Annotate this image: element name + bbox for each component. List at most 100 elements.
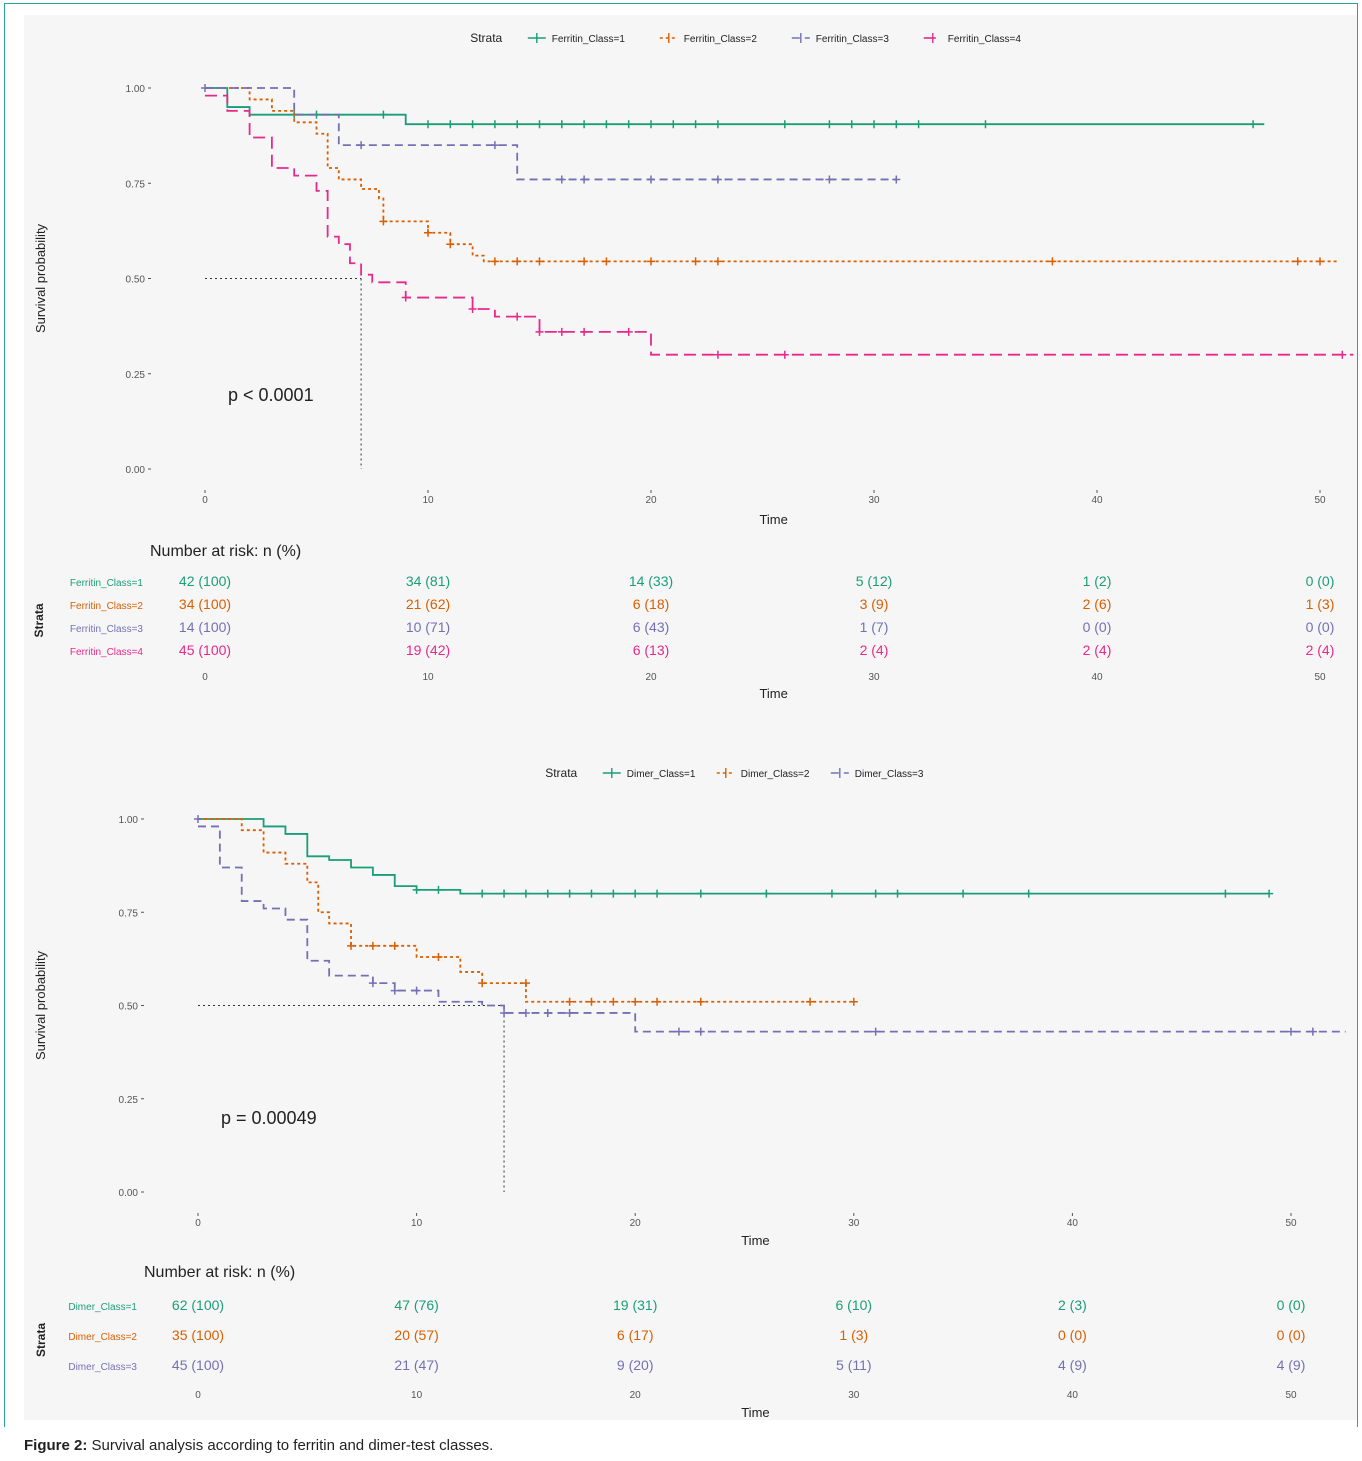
censor-mark (434, 953, 443, 962)
censor-mark (870, 120, 878, 129)
censor-mark (446, 120, 455, 129)
risk-table-strata-label: Strata (34, 1323, 48, 1357)
risk-x-tick-label: 50 (1314, 672, 1326, 683)
legend-entry: Ferritin_Class=3 (816, 34, 890, 45)
censor-mark (434, 885, 443, 894)
censor-mark (521, 889, 530, 898)
risk-table-cell: 14 (100) (179, 619, 231, 635)
risk-x-tick-label: 40 (1091, 672, 1103, 683)
censor-mark (580, 257, 589, 266)
censor-mark (713, 120, 722, 129)
censor-mark (513, 312, 522, 321)
risk-table-cell: 1 (7) (860, 619, 889, 635)
censor-mark (390, 986, 399, 995)
censor-mark (914, 120, 923, 129)
censor-mark (521, 1008, 530, 1017)
y-tick-label: 0.25 (119, 1095, 139, 1106)
y-tick-label: 1.00 (126, 84, 146, 95)
risk-x-tick-label: 50 (1285, 1390, 1297, 1401)
risk-x-axis-label: Time (741, 1405, 769, 1420)
risk-table-cell: 5 (12) (856, 573, 893, 589)
censor-mark (424, 120, 432, 129)
survival-curve-ferritin-class-3 (205, 87, 897, 181)
censor-mark (762, 889, 771, 898)
censor-mark (468, 304, 477, 313)
risk-table-cell: 0 (0) (1277, 1297, 1306, 1313)
risk-table-cell: 19 (31) (613, 1297, 657, 1313)
censor-mark (847, 120, 856, 129)
censor-mark (825, 175, 834, 184)
censor-mark (827, 889, 836, 898)
survival-curve-dimer-class-2 (198, 818, 854, 1003)
legend-entry: Ferritin_Class=1 (552, 34, 626, 45)
censor-mark (691, 120, 700, 129)
risk-table-cell: 2 (4) (860, 642, 889, 658)
x-tick-label: 10 (422, 495, 434, 506)
risk-table-cell: 1 (2) (1083, 573, 1112, 589)
risk-table-cell: 34 (100) (179, 596, 231, 612)
censor-mark (631, 889, 640, 898)
censor-mark (513, 120, 522, 129)
y-tick-label: 0.50 (126, 275, 146, 286)
censor-mark (379, 110, 388, 119)
x-tick-label: 20 (630, 1218, 642, 1229)
censor-mark (357, 141, 366, 150)
x-axis-label: Time (759, 512, 787, 527)
censor-mark (468, 120, 477, 129)
risk-table-cell: 6 (18) (633, 596, 670, 612)
censor-mark (713, 175, 722, 184)
risk-row-label: Dimer_Class=1 (68, 1302, 137, 1313)
censor-mark (1338, 350, 1347, 359)
censor-mark (401, 293, 410, 302)
risk-x-tick-label: 10 (411, 1390, 423, 1401)
censor-mark (543, 889, 552, 898)
risk-row-label: Dimer_Class=2 (68, 1332, 137, 1343)
risk-table-cell: 35 (100) (172, 1327, 224, 1343)
censor-mark (500, 889, 509, 898)
risk-x-tick-label: 20 (645, 672, 657, 683)
censor-mark (713, 257, 722, 266)
risk-row-label: Ferritin_Class=2 (70, 601, 144, 612)
survival-curve-ferritin-class-2 (205, 87, 1338, 263)
censor-mark (368, 941, 377, 950)
risk-table-cell: 6 (13) (633, 642, 670, 658)
censor-mark (478, 889, 487, 898)
y-axis-label: Survival probability (33, 223, 48, 333)
censor-mark (557, 175, 566, 184)
censor-mark (500, 1008, 509, 1017)
y-tick-label: 0.00 (119, 1188, 139, 1199)
censor-mark (892, 175, 901, 184)
censor-mark (959, 889, 968, 898)
risk-table-cell: 14 (33) (629, 573, 673, 589)
censor-mark (624, 327, 633, 336)
risk-row-label: Ferritin_Class=1 (70, 578, 144, 589)
censor-mark (587, 889, 596, 898)
censor-mark (674, 1027, 683, 1036)
censor-mark (1287, 1027, 1295, 1036)
censor-mark (1293, 257, 1302, 266)
censor-mark (565, 997, 574, 1006)
risk-table-title: Number at risk: n (%) (144, 1264, 295, 1281)
figure-caption: Figure 2: Survival analysis according to… (24, 1437, 493, 1454)
censor-mark (696, 1027, 705, 1036)
risk-table-title: Number at risk: n (%) (150, 543, 301, 560)
p-value-label: p < 0.0001 (228, 385, 314, 405)
censor-mark (587, 997, 596, 1006)
y-axis-label: Survival probability (33, 950, 48, 1060)
legend-entry: Dimer_Class=2 (741, 769, 810, 780)
legend-entry: Ferritin_Class=4 (948, 34, 1022, 45)
y-tick-label: 0.00 (126, 465, 146, 476)
risk-table-cell: 2 (3) (1058, 1297, 1087, 1313)
censor-mark (1308, 1027, 1317, 1036)
censor-mark (696, 889, 705, 898)
survival-curve-dimer-class-3 (198, 825, 1346, 1033)
censor-mark (602, 257, 611, 266)
censor-mark (1221, 889, 1230, 898)
censor-mark (647, 257, 655, 266)
censor-mark (871, 1027, 880, 1036)
p-value-label: p = 0.00049 (221, 1108, 317, 1128)
censor-mark (521, 979, 530, 988)
risk-x-axis-label: Time (759, 686, 787, 701)
censor-mark (892, 120, 901, 129)
censor-mark (609, 997, 618, 1006)
